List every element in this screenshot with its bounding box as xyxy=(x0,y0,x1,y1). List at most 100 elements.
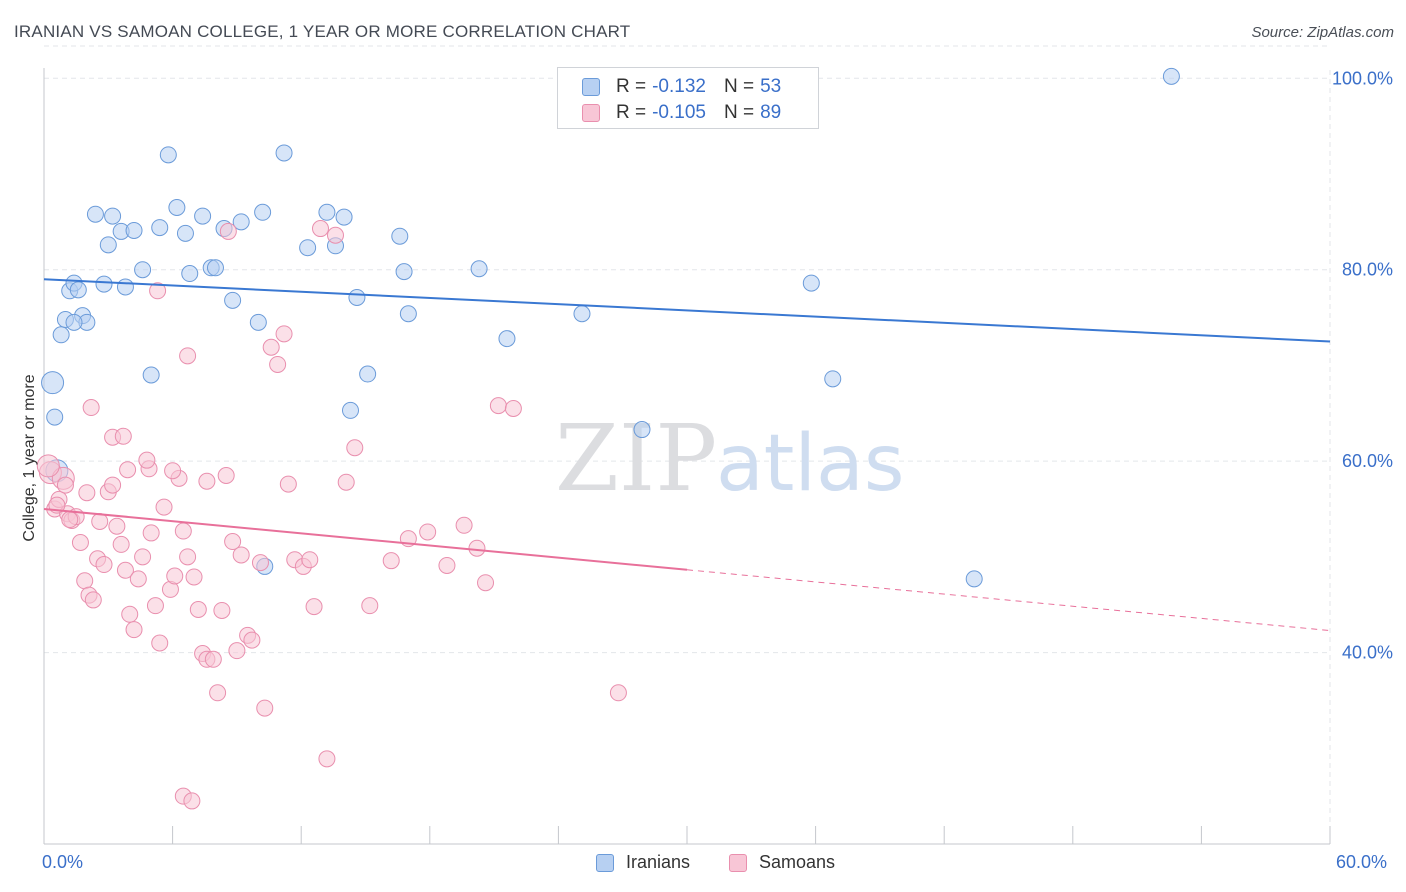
samoans-point xyxy=(119,461,137,479)
samoans-trend-line-extrapolated xyxy=(686,569,1331,632)
trend-lines xyxy=(43,278,1331,632)
y-tick-label: 40.0% xyxy=(1342,643,1393,663)
samoans-point xyxy=(217,467,235,484)
iranians-point xyxy=(69,281,87,299)
samoans-point xyxy=(198,472,216,490)
watermark-zip: ZIP xyxy=(555,405,717,512)
iranians-point xyxy=(116,278,134,296)
samoans-point xyxy=(61,511,79,529)
y-tick-labels: 40.0% 60.0% 80.0% 100.0% xyxy=(1332,68,1393,662)
legend-item-samoans: Samoans xyxy=(729,852,835,873)
legend-label-iranians: Iranians xyxy=(626,852,691,872)
iranians-point xyxy=(348,288,366,306)
samoans-point xyxy=(112,535,130,553)
samoans-point xyxy=(116,561,134,579)
iranians-point xyxy=(498,330,516,348)
samoans-point xyxy=(138,451,156,469)
samoans-point xyxy=(164,462,182,480)
samoans-point xyxy=(108,517,126,535)
iranians-point xyxy=(125,221,143,239)
samoans-point xyxy=(275,325,293,343)
samoans-point xyxy=(104,476,122,494)
iranians-point xyxy=(965,570,983,588)
iranians-point xyxy=(224,291,242,309)
samoans-point xyxy=(91,512,109,530)
samoans-point xyxy=(121,605,139,623)
iranians-point xyxy=(802,274,820,292)
samoans-point xyxy=(382,552,400,570)
iranians-point xyxy=(95,275,113,293)
iranians-point xyxy=(134,261,152,279)
samoans-point xyxy=(468,539,486,557)
samoans-point xyxy=(232,546,250,564)
samoans-point xyxy=(151,634,169,652)
legend-row-samoans: R = -0.105 N = 89 xyxy=(582,101,781,125)
samoans-point xyxy=(36,454,60,478)
samoans-point xyxy=(149,282,167,300)
samoans-point xyxy=(183,792,201,810)
n-label: N = xyxy=(723,102,755,123)
samoans-point xyxy=(224,533,242,551)
samoans-point xyxy=(305,598,323,616)
iranians-point xyxy=(341,401,359,419)
iranians-point xyxy=(142,366,160,384)
iranians-point xyxy=(299,239,317,257)
iranians-point xyxy=(176,224,194,242)
iranians-point xyxy=(573,305,591,323)
samoans-point xyxy=(419,523,437,541)
samoans-point xyxy=(609,684,627,702)
y-tick-label: 100.0% xyxy=(1332,68,1393,88)
samoans-point xyxy=(361,597,379,615)
y-axis-title: College, 1 year or more xyxy=(21,374,38,542)
samoans-point xyxy=(256,699,274,717)
samoans-point xyxy=(219,222,237,240)
legend-row-iranians: R = -0.132 N = 53 xyxy=(582,75,781,99)
r-value: -0.105 xyxy=(652,102,706,123)
n-label: N = xyxy=(723,76,755,97)
iranians-point xyxy=(206,259,224,277)
samoans-point xyxy=(477,574,495,592)
samoans-point xyxy=(489,397,507,415)
iranians-swatch xyxy=(596,853,614,872)
samoans-point xyxy=(125,621,143,639)
samoans-point xyxy=(337,473,355,491)
samoans-point xyxy=(84,591,102,609)
iranians-point xyxy=(470,260,488,278)
iranians-point xyxy=(194,207,212,225)
iranians-point xyxy=(52,326,70,344)
legend-label-samoans: Samoans xyxy=(759,852,836,872)
samoans-point xyxy=(129,570,147,588)
correlation-legend: R = -0.132 N = 53 R = -0.105 N = 89 xyxy=(557,67,819,129)
iranians-point xyxy=(41,371,65,395)
iranians-point xyxy=(99,236,117,254)
samoans-point xyxy=(142,524,160,542)
series-legend: Iranians Samoans xyxy=(0,852,1406,876)
samoans-point xyxy=(438,556,456,574)
iranians-point xyxy=(104,207,122,225)
iranians-point xyxy=(824,370,842,388)
iranians-point xyxy=(65,313,83,331)
samoans-swatch xyxy=(729,853,747,872)
samoans-point xyxy=(174,522,192,540)
samoans-point xyxy=(56,476,74,494)
samoans-point xyxy=(179,347,197,365)
n-value: 89 xyxy=(760,102,782,123)
iranians-point xyxy=(399,305,417,323)
samoans-trend-line xyxy=(43,508,688,571)
x-tick-min: 0.0% xyxy=(42,852,84,872)
y-tick-label: 80.0% xyxy=(1342,260,1393,280)
samoans-point xyxy=(82,399,100,417)
iranians-point xyxy=(395,263,413,281)
iranians-point xyxy=(232,213,250,231)
samoans-point xyxy=(279,475,297,493)
samoans-point xyxy=(455,516,473,534)
iranians-point xyxy=(168,199,186,216)
iranians-swatch xyxy=(582,78,600,96)
x-tick-max: 60.0% xyxy=(1336,852,1388,872)
iranians-point xyxy=(151,219,169,237)
iranians-point xyxy=(633,421,651,439)
samoans-point xyxy=(76,572,94,590)
chart-title: IRANIAN VS SAMOAN COLLEGE, 1 YEAR OR MOR… xyxy=(14,22,631,41)
samoans-point xyxy=(346,439,364,457)
